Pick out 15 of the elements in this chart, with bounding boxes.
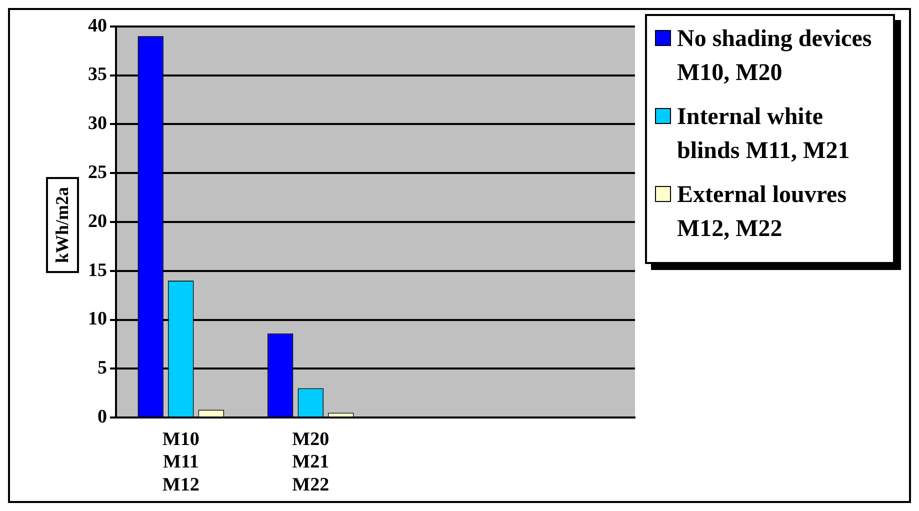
- legend-label: External louvres M12, M22: [677, 181, 848, 244]
- x-tick-label: M20 M21 M22: [292, 428, 330, 496]
- y-tick-label: 10: [88, 308, 107, 330]
- y-tick-label: 25: [88, 162, 107, 183]
- y-tick-label: 5: [98, 357, 107, 378]
- y-tick-label: 15: [88, 259, 107, 280]
- y-tick-label: 30: [88, 112, 107, 134]
- y-tick-label: 35: [88, 64, 107, 85]
- x-tick-label: M10 M11 M12: [162, 428, 200, 496]
- legend-label: No shading devices M10, M20: [677, 25, 873, 88]
- y-tick-label: 40: [88, 14, 107, 36]
- legend-label: Internal white blinds M11, M21: [677, 103, 851, 166]
- y-axis-title: kWh/m2a: [46, 177, 79, 274]
- y-tick-label: 0: [98, 406, 107, 428]
- y-tick-label: 20: [88, 210, 107, 232]
